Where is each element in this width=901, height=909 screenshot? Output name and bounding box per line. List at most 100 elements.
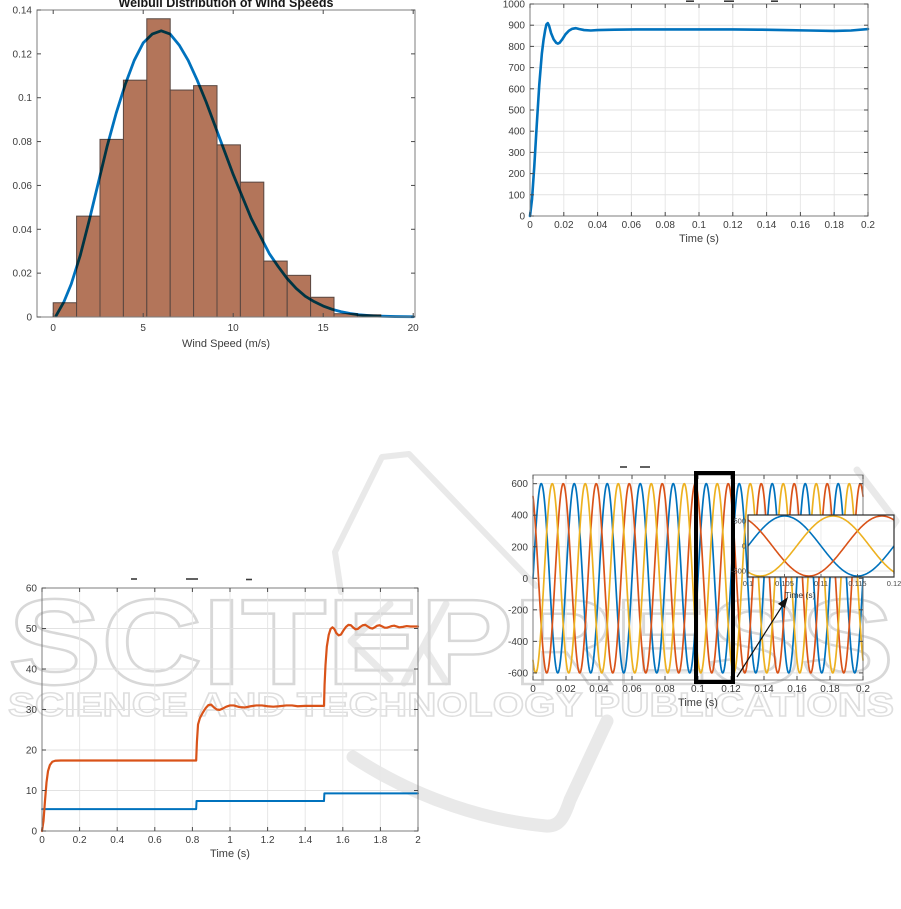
logo-swoosh	[346, 714, 614, 833]
step-response-orange-series	[40, 623, 420, 833]
x-tick-label: 0.6	[148, 835, 162, 846]
x-tick-label: 1.2	[261, 835, 275, 846]
inset-y-tick-label: -500	[731, 567, 746, 576]
y-tick-label: 300	[508, 148, 525, 159]
inset-x-tick-label: 0.115	[848, 579, 866, 588]
x-tick-label: 0.4	[110, 835, 124, 846]
x-tick-label: 20	[408, 323, 420, 334]
weibull-fit-curve-series	[54, 29, 415, 319]
x-tick-label: 1.8	[373, 835, 387, 846]
x-tick-label: 0.04	[589, 684, 609, 695]
step-reference-blue-series	[41, 792, 419, 811]
y-tick-label: 200	[511, 542, 528, 553]
histogram-bar	[263, 260, 288, 318]
inset-y-tick-label: 500	[733, 517, 746, 526]
histogram-bar	[169, 89, 195, 318]
x-tick-label: 0.06	[622, 684, 642, 695]
scitepress-logo	[332, 451, 900, 833]
y-tick-label: 0.08	[13, 137, 33, 148]
x-tick-label: 0	[39, 835, 45, 846]
y-tick-label: 1000	[503, 0, 526, 11]
weibull-chart: 0 5 10 15 20 0 0.02 0.04 0.06 0.08 0.1 0.12 0.14 Wind…	[13, 0, 420, 350]
x-tick-label: 0	[527, 220, 533, 231]
histogram-bar	[122, 79, 148, 318]
zoom-highlight-rectangle	[694, 471, 735, 684]
x-tick-label: 15	[318, 323, 330, 334]
inset-x-tick-label: 0.1	[743, 579, 753, 588]
y-tick-label: -400	[508, 637, 528, 648]
x-tick-label: 0.14	[754, 684, 774, 695]
inset-x-tick-label: 0.12	[887, 579, 901, 588]
logo-slash	[400, 600, 450, 687]
x-tick-label: 0	[50, 323, 56, 334]
y-tick-label: 400	[508, 127, 525, 138]
y-tick-label: 0	[522, 574, 528, 585]
x-tick-label: 2	[415, 835, 421, 846]
x-tick-label: 0.12	[723, 220, 743, 231]
y-tick-label: 50	[26, 624, 38, 635]
x-tick-label: 0.1	[691, 684, 705, 695]
y-tick-label: 900	[508, 21, 525, 32]
x-tick-label: 0.1	[692, 220, 706, 231]
y-tick-label: -200	[508, 605, 528, 616]
x-tick-label: 10	[228, 323, 240, 334]
chart-title: Weibull Distribution of Wind Speeds	[119, 0, 334, 10]
x-tick-label: 0.02	[556, 684, 576, 695]
zoom-inset: 0.1 0.105 0.11 0.115 0.12 500 0 -500 Time (s)	[731, 514, 901, 600]
annotation-arrowhead	[777, 597, 788, 609]
x-tick-label: 0.08	[655, 684, 675, 695]
y-tick-label: 100	[508, 190, 525, 201]
y-tick-label: 600	[508, 84, 525, 95]
x-axis-label: Time (s)	[678, 697, 718, 709]
phase-c-inset-series	[747, 515, 895, 577]
y-tick-label: -600	[508, 668, 528, 679]
histogram-bar	[76, 215, 101, 318]
y-tick-label: 30	[26, 705, 38, 716]
y-tick-label: 0.14	[13, 6, 33, 17]
axes-box	[36, 9, 416, 318]
response-curve-series	[528, 21, 870, 218]
x-tick-label: 5	[140, 323, 146, 334]
y-tick-label: 0.04	[13, 225, 33, 236]
steps-chart: 0 0.2 0.4 0.6 0.8 1 1.2 1.4 1.6 1.8 20102030405060…	[26, 578, 421, 860]
inset-x-tick-label: 0.105	[775, 579, 794, 588]
x-tick-label: 0.2	[856, 684, 870, 695]
x-tick-label: 0.12	[721, 684, 741, 695]
x-axis-label: Time (s)	[679, 233, 719, 245]
annotation-arrow	[736, 599, 787, 678]
x-tick-label: 0	[530, 684, 536, 695]
y-tick-label: 0.06	[13, 181, 33, 192]
y-tick-label: 20	[26, 746, 38, 757]
y-tick-label: 800	[508, 42, 525, 53]
x-tick-label: 0.2	[861, 220, 875, 231]
x-tick-label: 0.14	[757, 220, 777, 231]
inset-x-tick-label: 0.11	[814, 579, 828, 588]
y-tick-label: 200	[508, 169, 525, 180]
phase-a-inset-series	[747, 515, 895, 577]
x-axis-label: Wind Speed (m/s)	[182, 338, 270, 350]
histogram-bar	[216, 144, 241, 318]
y-tick-label: 60	[26, 584, 38, 595]
logo-left-chevron	[347, 600, 394, 683]
x-tick-label: 0.18	[824, 220, 844, 231]
x-tick-label: 0.2	[73, 835, 87, 846]
y-tick-label: 10	[26, 786, 38, 797]
x-tick-label: 0.08	[655, 220, 675, 231]
histogram-bar	[146, 18, 171, 318]
x-tick-label: 0.04	[588, 220, 608, 231]
inset-x-axis-label: Time (s)	[785, 590, 816, 600]
y-tick-label: 0	[31, 827, 37, 838]
y-tick-label: 700	[508, 63, 525, 74]
inset-y-tick-label: 0	[742, 542, 746, 551]
y-tick-label: 0.12	[13, 49, 33, 60]
phase-b-inset-series	[747, 515, 895, 577]
y-tick-label: 0	[26, 313, 32, 324]
x-tick-label: 1	[227, 835, 233, 846]
y-tick-label: 40	[26, 665, 38, 676]
x-tick-label: 0.16	[791, 220, 811, 231]
y-tick-label: 500	[508, 106, 525, 117]
x-tick-label: 0.18	[820, 684, 840, 695]
logo-slash-foot	[420, 643, 450, 686]
